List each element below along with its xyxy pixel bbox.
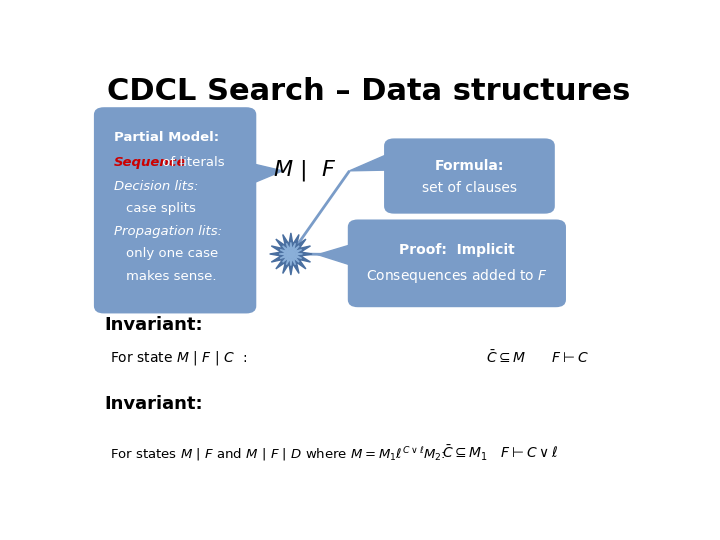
- Text: CDCL Search – Data structures: CDCL Search – Data structures: [107, 77, 631, 106]
- Text: Decision lits:: Decision lits:: [114, 180, 199, 193]
- Text: set of clauses: set of clauses: [422, 181, 517, 195]
- Polygon shape: [279, 242, 302, 266]
- Text: Propagation lits:: Propagation lits:: [114, 226, 222, 239]
- Text: $M\ |\ \ F$: $M\ |\ \ F$: [273, 158, 336, 183]
- Text: For states $M\ |\ F$ and $M\ |\ F\ |\ D$ where $M = M_1\ell^{C\vee\ell}M_2$:: For states $M\ |\ F$ and $M\ |\ F\ |\ D$…: [109, 444, 446, 463]
- Text: case splits: case splits: [126, 202, 196, 215]
- Text: makes sense.: makes sense.: [126, 269, 217, 282]
- Polygon shape: [349, 152, 393, 171]
- Text: $\bar{C} \subseteq M \qquad F \vdash C$: $\bar{C} \subseteq M \qquad F \vdash C$: [486, 349, 589, 366]
- Text: For state $M\ |\ F\ |\ C\ $ :: For state $M\ |\ F\ |\ C\ $ :: [109, 349, 246, 367]
- Text: of literals: of literals: [158, 156, 224, 169]
- Text: Proof:  Implicit: Proof: Implicit: [399, 243, 515, 257]
- Text: only one case: only one case: [126, 247, 219, 260]
- Text: Consequences added to $F$: Consequences added to $F$: [366, 267, 548, 286]
- Text: $\bar{C} \subseteq M_1 \quad F \vdash C \vee \ell$: $\bar{C} \subseteq M_1 \quad F \vdash C …: [441, 444, 558, 463]
- Text: Formula:: Formula:: [435, 159, 504, 173]
- Text: Sequence: Sequence: [114, 156, 186, 169]
- Polygon shape: [270, 233, 312, 275]
- Text: Invariant:: Invariant:: [104, 316, 202, 334]
- FancyBboxPatch shape: [384, 138, 555, 214]
- Polygon shape: [318, 243, 356, 267]
- Polygon shape: [248, 163, 282, 185]
- Text: Partial Model:: Partial Model:: [114, 131, 219, 144]
- FancyBboxPatch shape: [94, 107, 256, 313]
- Text: Invariant:: Invariant:: [104, 395, 202, 413]
- FancyBboxPatch shape: [348, 219, 566, 307]
